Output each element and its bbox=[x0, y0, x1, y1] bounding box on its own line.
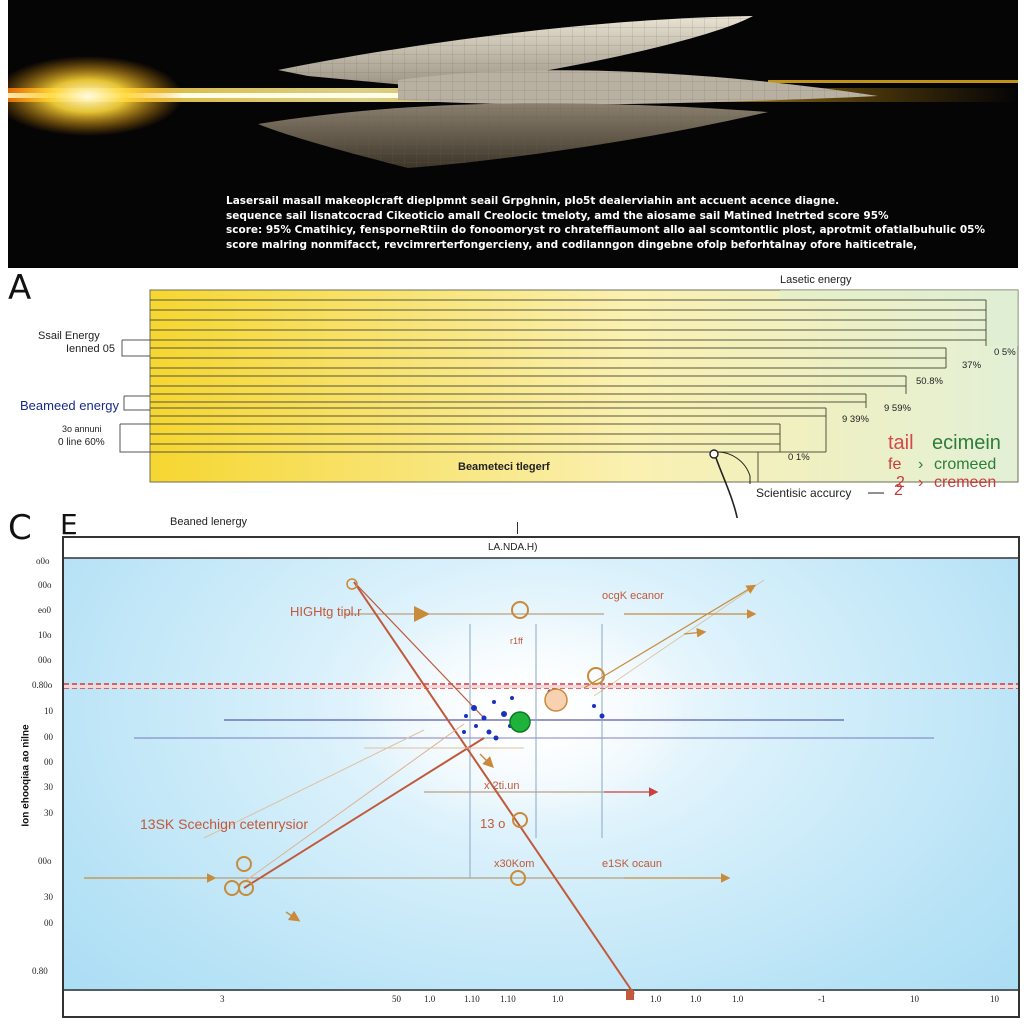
orange-arrows bbox=[84, 606, 757, 922]
y-tick: 10 bbox=[44, 706, 53, 716]
y-tick: 30 bbox=[44, 808, 53, 818]
legend-arrow-2: › bbox=[918, 474, 924, 491]
legend-arrow-1: › bbox=[918, 456, 924, 473]
legend-ecimein: ecimein bbox=[932, 432, 1001, 454]
x-tick: 1.10 bbox=[464, 994, 480, 1004]
origin-marker bbox=[346, 578, 358, 590]
beam-endpoint-marker bbox=[626, 990, 634, 1000]
y-tick: eo0 bbox=[38, 605, 51, 615]
annotation-e1sk: e1SK ocaun bbox=[602, 858, 662, 870]
x-tick: 10 bbox=[990, 994, 999, 1004]
pct-label: 0 1% bbox=[788, 452, 810, 463]
panel-c-letter: C bbox=[8, 508, 32, 548]
y-tick: 0.80 bbox=[32, 966, 48, 976]
y-tick: 00o bbox=[38, 856, 52, 866]
left-brackets bbox=[119, 339, 150, 453]
x-tick: 1.0 bbox=[424, 994, 436, 1004]
hero-caption-line: score: 95% Cmatihicy, fensporneRtiin do … bbox=[226, 224, 986, 236]
diagonal-beams bbox=[203, 579, 765, 995]
annotation-13o: 13 o bbox=[480, 816, 506, 831]
x-tick: 1.0 bbox=[552, 994, 564, 1004]
legend-cromeed: cromeed bbox=[934, 456, 997, 473]
pct-label: 37% bbox=[962, 360, 982, 371]
x-tick: 1.0 bbox=[732, 994, 744, 1004]
x-tick: 1.0 bbox=[650, 994, 662, 1004]
pct-label: 9 39% bbox=[842, 414, 869, 425]
panel-a-header: Lasetic energy bbox=[780, 274, 852, 286]
green-target-marker bbox=[509, 711, 531, 733]
beamed-energy-label: Beameed energy bbox=[20, 398, 120, 413]
y-tick: 30 bbox=[44, 782, 53, 792]
x-tick: -1 bbox=[818, 994, 826, 1004]
x-tick: 10 bbox=[910, 994, 919, 1004]
legend-two: 2 bbox=[896, 474, 905, 491]
x-tick: 50 bbox=[392, 994, 401, 1004]
y-tick: 00 bbox=[44, 918, 53, 928]
panel-c-plot: LA.NDA.H) HIGHtg tipl.r ocgK ecanor 13SK… bbox=[62, 536, 1020, 1018]
callout-number: 2 bbox=[894, 482, 903, 499]
pct-label: 9 59% bbox=[884, 403, 911, 414]
y-tick: 00o bbox=[38, 580, 52, 590]
panel-e-letter: E bbox=[60, 508, 78, 541]
x-tick: 1.0 bbox=[690, 994, 702, 1004]
panel-c-top-tick bbox=[517, 522, 518, 534]
callout-label: Scientisic accurcy bbox=[756, 486, 852, 500]
annotation-x30kom: x30Kom bbox=[494, 858, 535, 870]
x-tick: 3 bbox=[220, 994, 225, 1004]
blue-guides bbox=[134, 719, 934, 739]
annotation-r1ff: r1ff bbox=[510, 636, 523, 646]
orange-markers bbox=[224, 601, 605, 896]
scientific-accuracy-callout bbox=[709, 449, 884, 518]
hero-caption: Lasersail masall makeoplcraft dieplpmnt … bbox=[226, 194, 986, 252]
bar-lines bbox=[150, 299, 987, 482]
x-tick: 1.10 bbox=[500, 994, 516, 1004]
panel-c-subtitle: Beaned lenergy bbox=[170, 516, 248, 528]
third-label-a: 3o annuni bbox=[62, 424, 102, 434]
pct-label: 50.8% bbox=[916, 376, 943, 387]
pct-label: 0 5% bbox=[994, 347, 1016, 358]
panel-a-letter: A bbox=[8, 268, 32, 308]
y-tick: 0.80o bbox=[32, 680, 53, 690]
hero-caption-line: score malring nonmifacct, revcimrerterfo… bbox=[226, 238, 918, 251]
lightsail-spacecraft-illustration bbox=[8, 16, 1018, 168]
blue-particle-cluster bbox=[462, 689, 605, 741]
annotation-x2tiun: x 2ti.un bbox=[484, 780, 520, 792]
bar-label: Beameteci tlegerf bbox=[458, 461, 550, 473]
annotation-high-tip: HIGHtg tipl.r bbox=[290, 604, 362, 619]
hero-illustration: Lasersail masall makeoplcraft dieplpmnt … bbox=[8, 0, 1018, 268]
panel-a-bars bbox=[119, 289, 1019, 518]
y-tick: 00 bbox=[44, 732, 53, 742]
legend-tail: tail bbox=[888, 432, 914, 454]
legend-fe: fe bbox=[888, 456, 902, 473]
sail-energy-label: Ssail Energy bbox=[38, 330, 100, 342]
y-tick: o0o bbox=[36, 556, 50, 566]
legend-cremeen: cremeen bbox=[934, 474, 997, 491]
panel-c-header: LA.NDA.H) bbox=[488, 542, 538, 553]
annotation-ocgk: ocgK ecanor bbox=[602, 590, 664, 602]
peach-marker bbox=[544, 688, 568, 712]
y-tick: 30 bbox=[44, 892, 53, 902]
y-tick: 10o bbox=[38, 630, 52, 640]
hero-caption-line: sequence sail lisnatcocrad Cikeoticio am… bbox=[226, 209, 889, 222]
y-tick: 00 bbox=[44, 757, 53, 767]
dashed-red-band bbox=[64, 683, 1018, 689]
third-label-b: 0 line 60% bbox=[58, 437, 105, 448]
hero-caption-line: Lasersail masall makeoplcraft dieplpmnt … bbox=[226, 195, 840, 207]
annotation-scech: 13SK Scechign cetenrysior bbox=[140, 816, 309, 832]
panel-c-trajectory-diagram bbox=[64, 538, 1018, 1016]
y-tick: 00o bbox=[38, 655, 52, 665]
panel-a-bar-diagram bbox=[119, 289, 1019, 518]
sail-energy-sublabel: Ienned 05 bbox=[66, 343, 115, 355]
panel-c-ylabel: Ion ehooqiaa ao nilne bbox=[20, 724, 32, 827]
